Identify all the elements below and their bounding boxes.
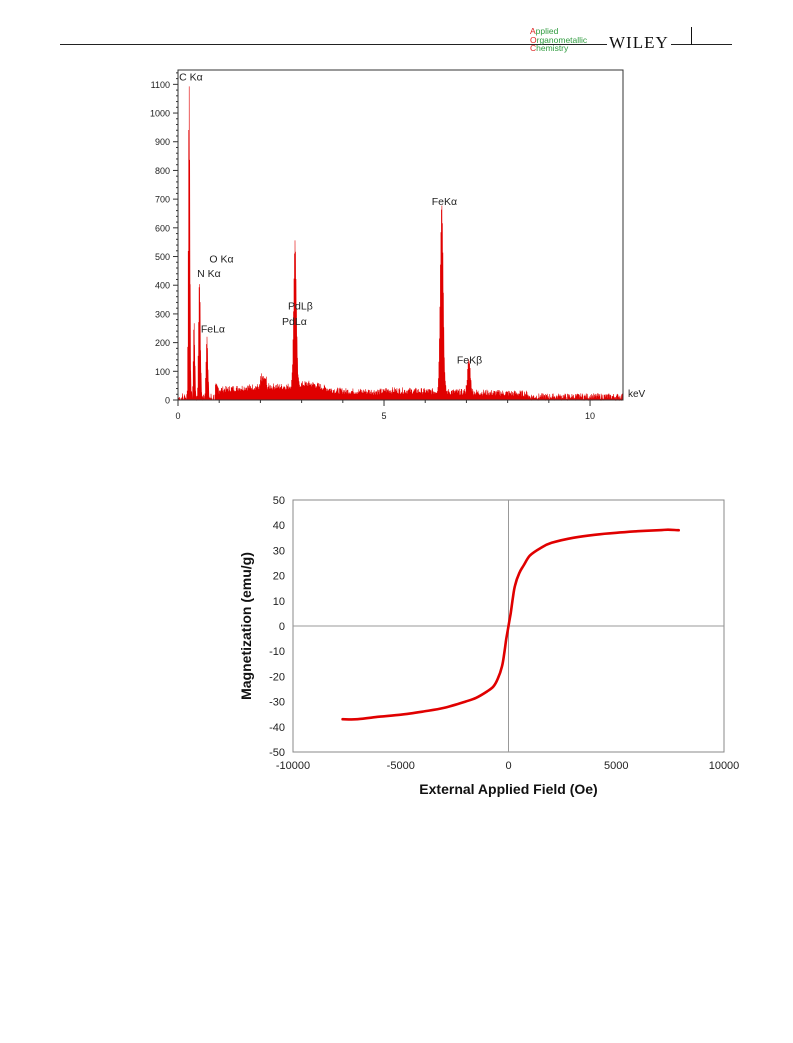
plot-frame (177, 69, 624, 401)
y-tick-label: 300 (155, 309, 170, 319)
y-tick-label: 1100 (151, 80, 170, 90)
y-tick-label: 20 (273, 571, 285, 583)
journal-line-2: Organometallic (530, 34, 588, 45)
y-tick-label: 0 (279, 621, 285, 633)
journal-line-1: Applied (530, 26, 559, 36)
spectrum-series (178, 86, 624, 402)
y-tick-label: -20 (269, 671, 285, 683)
header-rule (60, 44, 732, 45)
y-tick-label: 100 (155, 367, 170, 377)
x-tick-label: -10000 (276, 760, 310, 772)
journal-line-1-rest: pplied (535, 26, 559, 36)
x-tick-label: 10 (585, 411, 595, 421)
magnetization-series (341, 528, 680, 721)
y-tick-label: 800 (155, 166, 170, 176)
y-tick-label: 600 (155, 223, 170, 233)
journal-line-2-rest: rganometallic (536, 34, 588, 45)
y-tick-label: 500 (155, 252, 170, 262)
journal-line-3-rest: hemistry (536, 43, 569, 53)
peak-label: C Kα (179, 72, 203, 84)
peak-label: FeKα (432, 196, 457, 208)
y-tick-label: 1000 (150, 109, 170, 119)
x-tick-label: 0 (505, 760, 511, 772)
y-axis-label: Magnetization (emu/g) (238, 552, 254, 700)
y-tick-label: -50 (269, 747, 285, 759)
peak-label: O Kα (209, 253, 233, 265)
peak-label: PdLβ (288, 301, 313, 313)
y-tick-label: -30 (269, 697, 285, 709)
journal-logo: Applied Organometallic Chemistry (530, 27, 587, 53)
x-tick-label: 5000 (604, 760, 628, 772)
y-tick-label: 0 (165, 396, 170, 406)
y-tick-label: 700 (155, 195, 170, 205)
y-tick-label: -40 (269, 722, 285, 734)
peak-label: N Kα (197, 268, 221, 280)
eds-spectrum-chart: 0 100 200 300 400 500 600 700 800 900 1000 1100 0 5 10… (150, 69, 646, 421)
x-tick-label: -5000 (387, 760, 415, 772)
peak-label: FeLα (201, 324, 225, 336)
y-tick-label: 40 (273, 520, 285, 532)
y-tick-label: 10 (273, 596, 285, 608)
x-axis-label: External Applied Field (Oe) (419, 781, 597, 797)
magnetization-chart: 50 40 30 20 10 0 -10 -20 -30 -40 -50-10000 -5000 0 50… (238, 495, 740, 797)
x-tick-label: 10000 (709, 760, 740, 772)
peak-label: FeKβ (457, 354, 482, 366)
y-tick-label: 50 (273, 495, 285, 507)
y-tick-label: 900 (155, 137, 170, 147)
y-tick-label: 200 (155, 338, 170, 348)
y-tick-label: 400 (155, 281, 170, 291)
y-tick-label: 30 (273, 545, 285, 557)
peak-label: PdLα (282, 316, 307, 328)
x-tick-label: 5 (382, 411, 387, 421)
y-tick-label: -10 (269, 646, 285, 658)
x-tick-label: 0 (175, 411, 180, 421)
publisher-logo: WILEY (607, 33, 671, 53)
journal-line-3: Chemistry (530, 43, 569, 53)
header-tick (691, 27, 692, 45)
x-axis-label: keV (628, 389, 646, 400)
